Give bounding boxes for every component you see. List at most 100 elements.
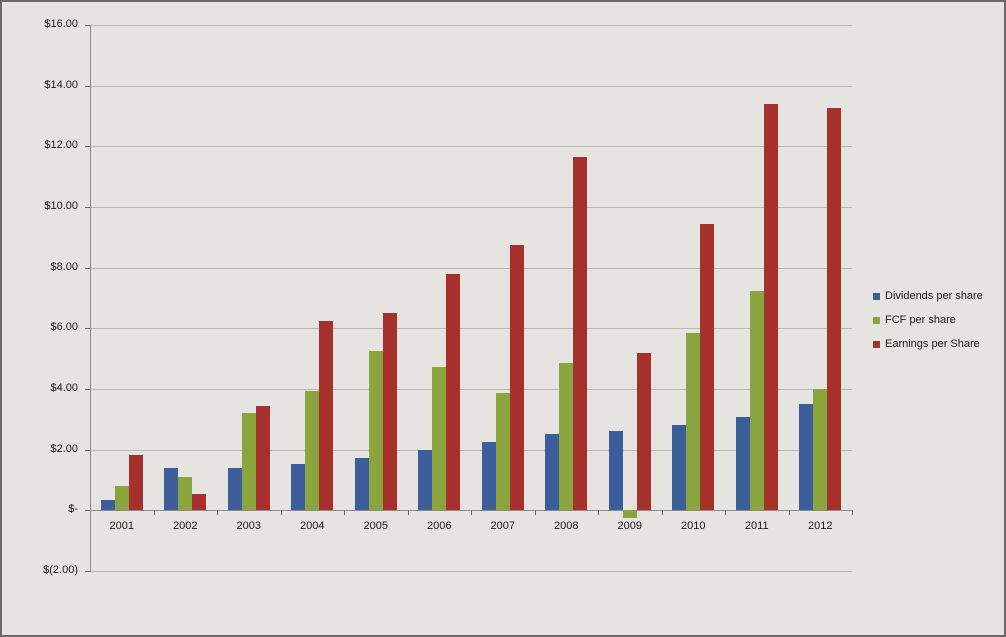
x-tick-label: 2010	[681, 520, 706, 533]
y-tick-label: $-	[68, 503, 78, 515]
bar-dividends-per-share	[481, 442, 496, 511]
legend-swatch-dividends	[873, 292, 880, 300]
bar-fcf-per-share	[495, 393, 510, 511]
x-tick	[281, 510, 282, 515]
x-tick	[789, 510, 790, 515]
y-tick	[85, 571, 91, 572]
y-tick-label: $(2.00)	[43, 564, 78, 576]
bar-dividends-per-share	[545, 434, 560, 511]
gridline	[90, 207, 852, 208]
bar-earnings-per-share	[446, 274, 461, 511]
x-tick-label: 2007	[490, 520, 515, 533]
x-tick	[154, 510, 155, 515]
x-tick-label: 2004	[300, 520, 325, 533]
legend-item-dividends: Dividends per share	[873, 284, 983, 308]
x-tick	[535, 510, 536, 515]
x-tick	[408, 510, 409, 515]
gridline	[90, 328, 852, 329]
bar-fcf-per-share	[178, 477, 193, 511]
y-tick	[85, 328, 91, 329]
legend-label: Earnings per Share	[885, 338, 980, 350]
gridline	[90, 86, 852, 87]
bar-earnings-per-share	[382, 313, 397, 511]
x-tick-label: 2009	[617, 520, 642, 533]
legend-item-earnings: Earnings per Share	[873, 332, 983, 356]
x-tick-label: 2005	[363, 520, 388, 533]
x-tick-label: 2003	[236, 520, 261, 533]
gridline	[90, 450, 852, 451]
bar-earnings-per-share	[636, 352, 651, 511]
bar-dividends-per-share	[672, 425, 687, 511]
legend-label: FCF per share	[885, 314, 956, 326]
bar-earnings-per-share	[128, 454, 143, 511]
bar-earnings-per-share	[255, 405, 270, 511]
y-tick-label: $14.00	[44, 79, 78, 91]
bar-dividends-per-share	[354, 458, 369, 511]
x-tick-label: 2011	[744, 520, 769, 533]
bar-fcf-per-share	[432, 366, 447, 511]
bar-dividends-per-share	[735, 417, 750, 511]
x-tick-label: 2012	[808, 520, 833, 533]
y-tick-label: $12.00	[44, 139, 78, 151]
legend-swatch-earnings	[873, 340, 880, 348]
gridline	[90, 25, 852, 26]
bar-dividends-per-share	[291, 464, 306, 511]
y-tick	[85, 450, 91, 451]
y-tick-label: $10.00	[44, 200, 78, 212]
bar-earnings-per-share	[573, 157, 588, 511]
y-tick	[85, 25, 91, 26]
y-tick-label: $6.00	[50, 321, 78, 333]
bar-fcf-per-share	[749, 290, 764, 511]
legend-label: Dividends per share	[885, 290, 983, 302]
y-tick-label: $4.00	[50, 382, 78, 394]
x-tick	[662, 510, 663, 515]
x-tick	[471, 510, 472, 515]
y-tick	[85, 510, 91, 511]
bar-fcf-per-share	[305, 391, 320, 511]
legend-swatch-fcf	[873, 316, 880, 324]
bar-fcf-per-share	[622, 510, 637, 518]
bar-earnings-per-share	[509, 245, 524, 511]
bar-fcf-per-share	[686, 333, 701, 511]
bar-fcf-per-share	[559, 363, 574, 511]
gridline	[90, 571, 852, 572]
bar-dividends-per-share	[799, 404, 814, 511]
x-tick-label: 2001	[109, 520, 134, 533]
y-tick-label: $8.00	[50, 261, 78, 273]
bar-fcf-per-share	[241, 413, 256, 511]
bar-earnings-per-share	[763, 103, 778, 511]
bar-dividends-per-share	[418, 450, 433, 511]
x-tick	[344, 510, 345, 515]
legend-item-fcf: FCF per share	[873, 308, 983, 332]
bar-dividends-per-share	[164, 468, 179, 511]
x-tick	[217, 510, 218, 515]
x-tick-label: 2006	[427, 520, 452, 533]
y-tick-label: $16.00	[44, 18, 78, 30]
x-tick	[852, 510, 853, 515]
legend: Dividends per share FCF per share Earnin…	[873, 284, 983, 356]
y-tick	[85, 207, 91, 208]
bar-dividends-per-share	[608, 430, 623, 511]
bar-earnings-per-share	[319, 320, 334, 511]
x-tick-label: 2008	[554, 520, 579, 533]
y-tick	[85, 146, 91, 147]
y-tick	[85, 389, 91, 390]
bar-fcf-per-share	[114, 486, 129, 511]
bar-fcf-per-share	[368, 350, 383, 511]
y-tick	[85, 268, 91, 269]
y-tick	[85, 86, 91, 87]
gridline	[90, 389, 852, 390]
bar-fcf-per-share	[813, 388, 828, 511]
bar-earnings-per-share	[827, 107, 842, 511]
gridline	[90, 268, 852, 269]
bar-earnings-per-share	[192, 493, 207, 511]
x-tick-label: 2002	[173, 520, 198, 533]
bar-earnings-per-share	[700, 223, 715, 511]
bar-dividends-per-share	[100, 500, 115, 511]
x-tick	[598, 510, 599, 515]
y-tick-label: $2.00	[50, 443, 78, 455]
bar-dividends-per-share	[227, 467, 242, 511]
y-axis-line	[90, 25, 91, 571]
x-tick	[725, 510, 726, 515]
